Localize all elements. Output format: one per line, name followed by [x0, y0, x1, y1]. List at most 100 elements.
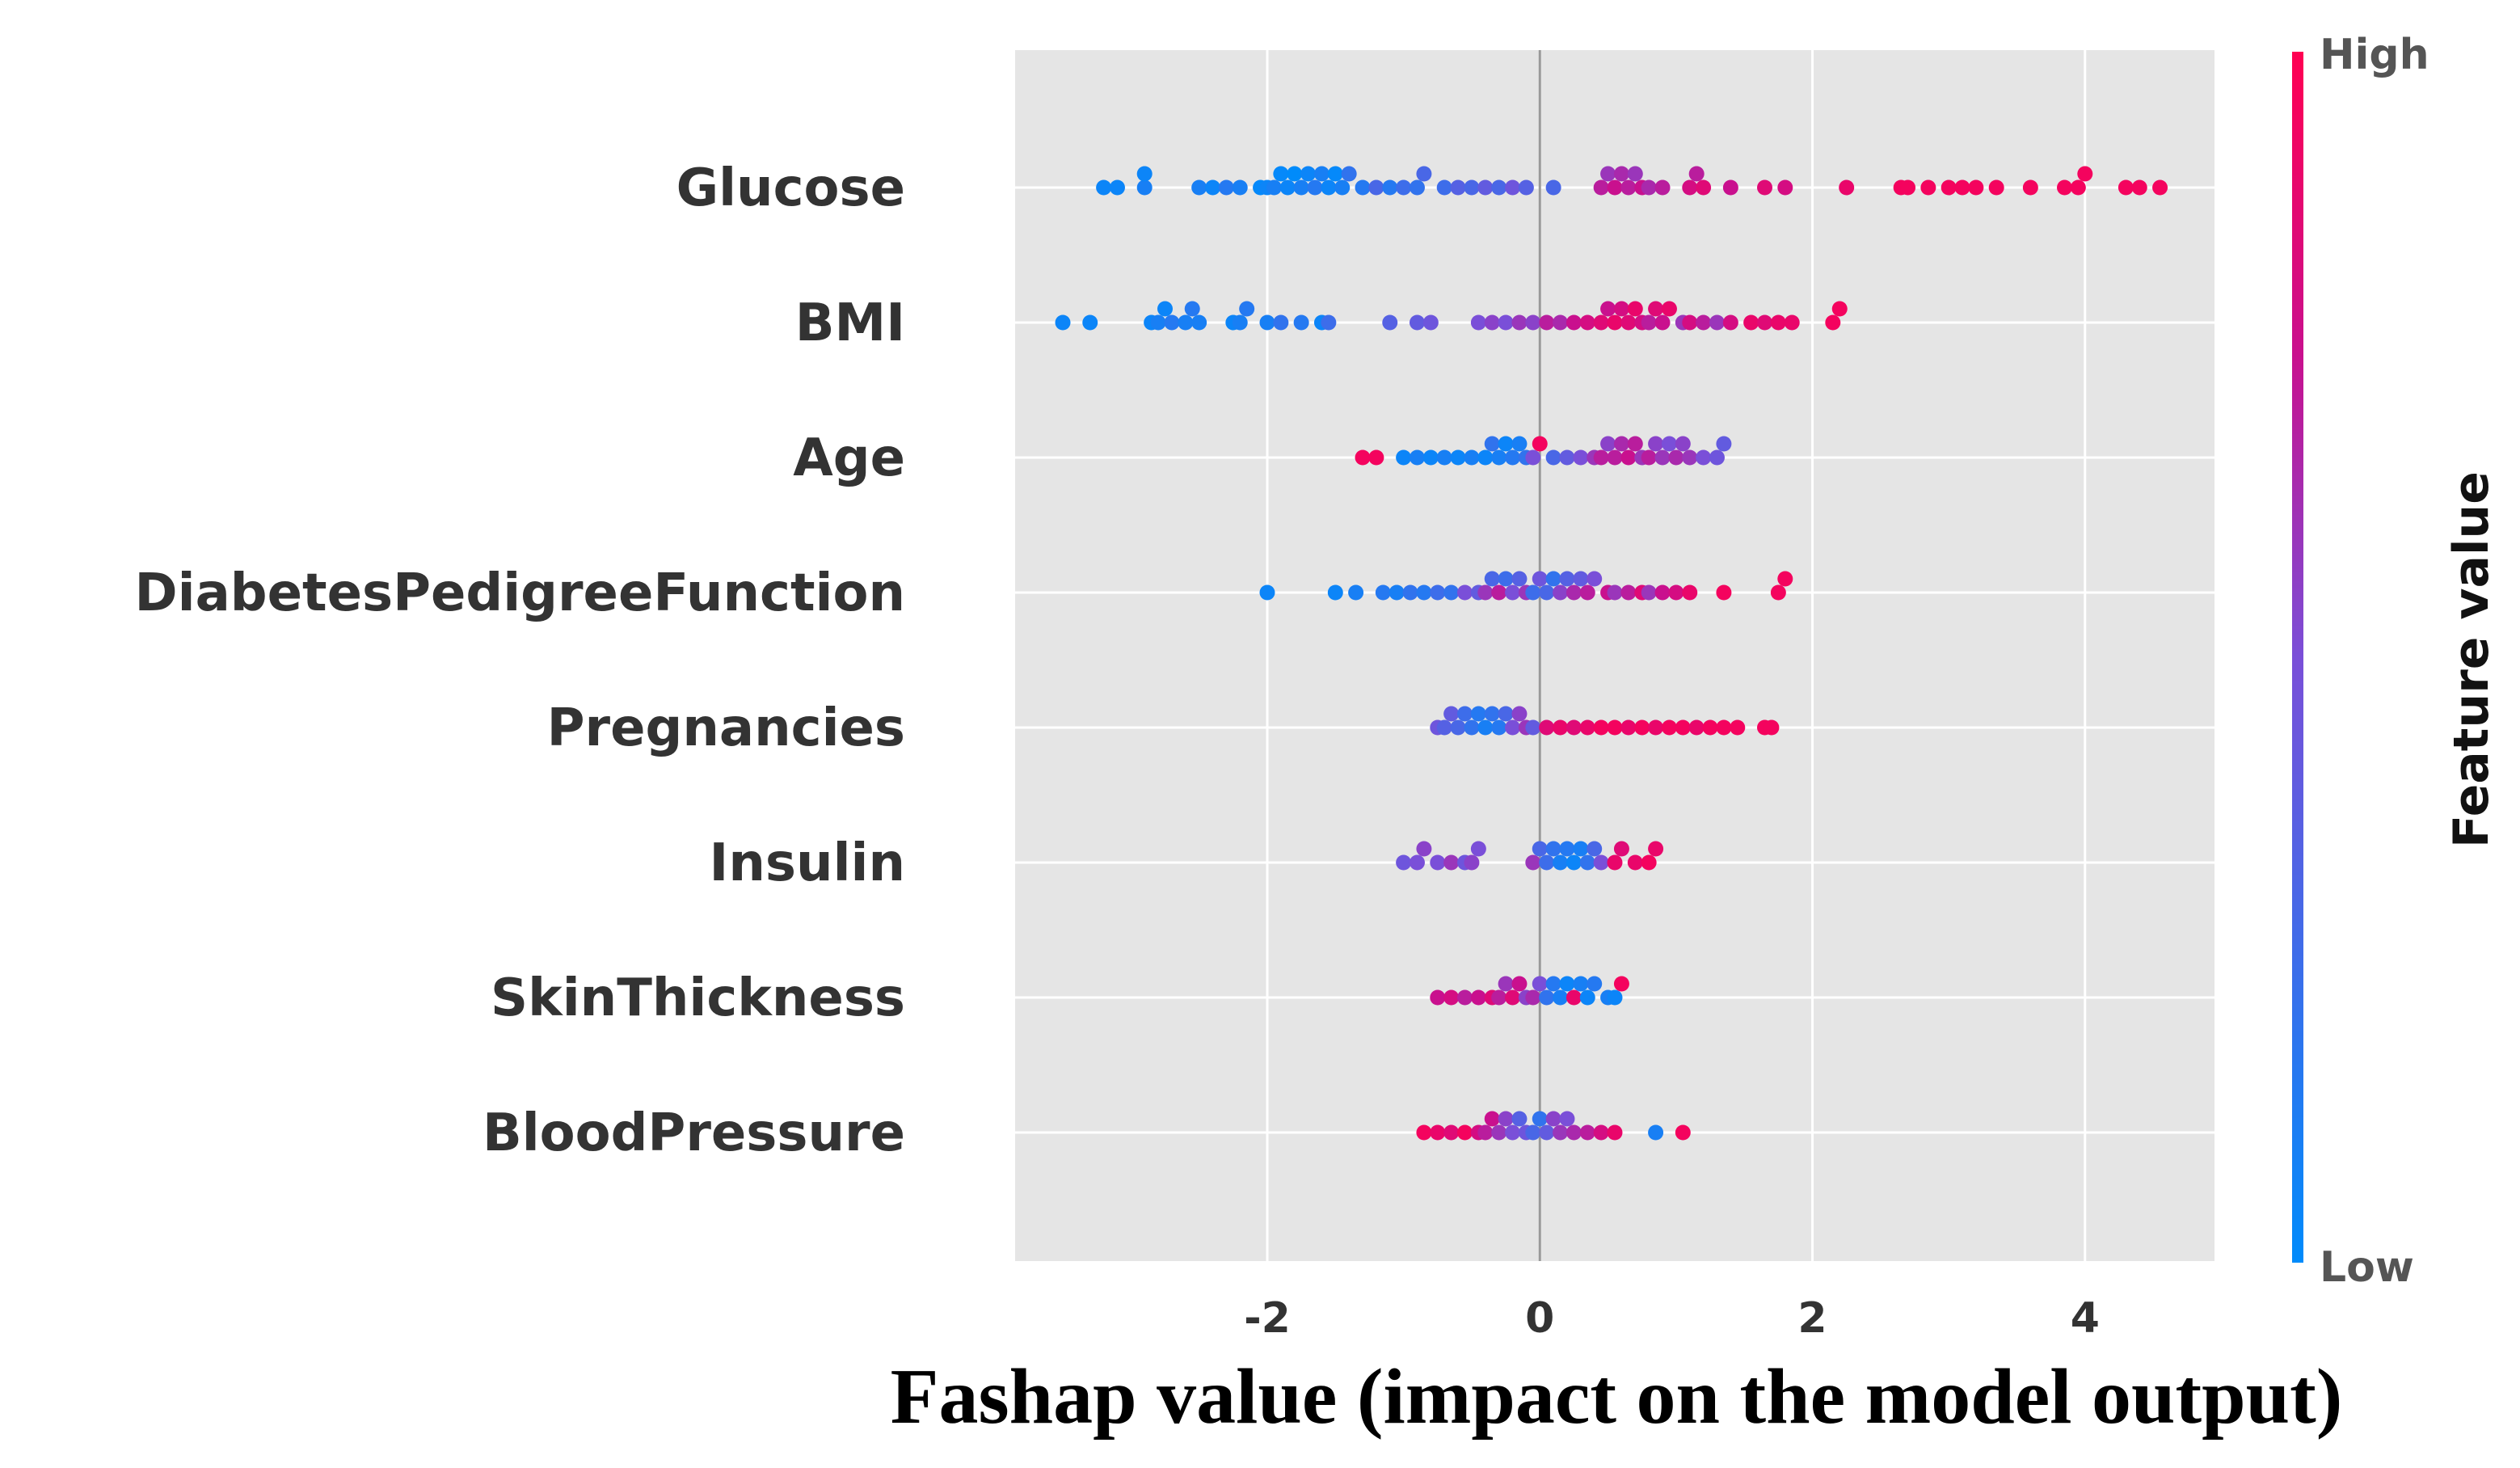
point-bmi-25 — [1539, 314, 1555, 331]
point-bmi-4 — [1157, 301, 1173, 317]
point-glucose-40 — [1620, 179, 1637, 196]
point-glucose-35 — [1545, 179, 1561, 196]
point-bmi-11 — [1239, 301, 1255, 317]
point-bmi-14 — [1293, 314, 1309, 331]
x-tick-label-2: 2 — [1797, 1294, 1827, 1343]
point-pregnancies-5 — [1464, 719, 1480, 736]
point-bmi-13 — [1273, 314, 1289, 331]
point-pregnancies-24 — [1661, 719, 1677, 736]
point-diabetespedigreefunction-34 — [1668, 584, 1684, 601]
point-diabetespedigreefunction-19 — [1532, 571, 1548, 587]
point-bloodpressure-13 — [1532, 1111, 1548, 1127]
point-insulin-15 — [1573, 841, 1589, 857]
point-bmi-21 — [1484, 314, 1500, 331]
feature-label-6: SkinThickness — [491, 968, 905, 1028]
point-glucose-15 — [1300, 166, 1317, 182]
point-age-35 — [1696, 449, 1712, 466]
point-insulin-10 — [1539, 854, 1555, 871]
point-skinthickness-15 — [1559, 976, 1575, 992]
point-glucose-21 — [1341, 166, 1357, 182]
point-diabetespedigreefunction-27 — [1587, 571, 1603, 587]
point-glucose-31 — [1477, 179, 1494, 196]
point-diabetespedigreefunction-24 — [1566, 584, 1582, 601]
point-diabetespedigreefunction-1 — [1327, 584, 1343, 601]
point-glucose-56 — [1954, 179, 1970, 196]
point-glucose-19 — [1327, 166, 1343, 182]
point-bloodpressure-14 — [1539, 1124, 1555, 1141]
point-bloodpressure-19 — [1579, 1124, 1595, 1141]
point-age-18 — [1559, 449, 1575, 466]
point-age-28 — [1641, 449, 1657, 466]
point-insulin-2 — [1416, 841, 1432, 857]
point-diabetespedigreefunction-13 — [1491, 584, 1507, 601]
point-insulin-22 — [1641, 854, 1657, 871]
point-skinthickness-22 — [1613, 976, 1629, 992]
point-glucose-0 — [1096, 179, 1112, 196]
point-bmi-18 — [1409, 314, 1425, 331]
point-insulin-3 — [1430, 854, 1446, 871]
point-glucose-10 — [1266, 179, 1282, 196]
point-age-3 — [1409, 449, 1425, 466]
x-tick-label-1: 0 — [1525, 1294, 1554, 1343]
point-pregnancies-22 — [1634, 719, 1650, 736]
point-bmi-45 — [1743, 314, 1759, 331]
point-glucose-22 — [1355, 179, 1371, 196]
point-age-36 — [1709, 449, 1725, 466]
point-bmi-31 — [1607, 314, 1623, 331]
point-glucose-64 — [2131, 179, 2147, 196]
point-age-33 — [1675, 436, 1691, 452]
data-points — [1055, 166, 2168, 1141]
point-bmi-7 — [1184, 301, 1200, 317]
point-diabetespedigreefunction-11 — [1477, 584, 1494, 601]
point-skinthickness-19 — [1587, 976, 1603, 992]
point-age-24 — [1613, 436, 1629, 452]
colorbar-high-label: High — [2320, 31, 2429, 79]
point-diabetespedigreefunction-26 — [1579, 584, 1595, 601]
point-insulin-8 — [1525, 854, 1541, 871]
point-skinthickness-10 — [1525, 989, 1541, 1006]
point-glucose-46 — [1688, 166, 1705, 182]
point-skinthickness-1 — [1443, 989, 1460, 1006]
point-pregnancies-23 — [1648, 719, 1664, 736]
point-skinthickness-12 — [1539, 989, 1555, 1006]
point-skinthickness-5 — [1491, 989, 1507, 1006]
point-bloodpressure-8 — [1498, 1111, 1514, 1127]
point-bmi-22 — [1498, 314, 1514, 331]
point-glucose-38 — [1607, 179, 1623, 196]
point-bmi-39 — [1661, 301, 1677, 317]
point-glucose-59 — [2022, 179, 2038, 196]
point-insulin-0 — [1396, 854, 1412, 871]
point-bmi-10 — [1232, 314, 1248, 331]
point-skinthickness-13 — [1545, 976, 1561, 992]
point-diabetespedigreefunction-18 — [1525, 584, 1541, 601]
point-age-13 — [1511, 436, 1528, 452]
point-diabetespedigreefunction-25 — [1573, 571, 1589, 587]
point-insulin-14 — [1566, 854, 1582, 871]
point-glucose-1 — [1109, 179, 1125, 196]
point-insulin-17 — [1587, 841, 1603, 857]
feature-label-0: Glucose — [676, 158, 905, 218]
point-skinthickness-8 — [1511, 976, 1528, 992]
point-insulin-7 — [1470, 841, 1486, 857]
point-bloodpressure-18 — [1566, 1124, 1582, 1141]
point-glucose-43 — [1641, 179, 1657, 196]
point-glucose-20 — [1334, 179, 1351, 196]
point-age-22 — [1600, 436, 1616, 452]
point-diabetespedigreefunction-29 — [1607, 584, 1623, 601]
point-glucose-63 — [2118, 179, 2134, 196]
point-skinthickness-3 — [1470, 989, 1486, 1006]
point-bmi-49 — [1825, 314, 1841, 331]
point-glucose-4 — [1191, 179, 1207, 196]
point-diabetespedigreefunction-36 — [1716, 584, 1732, 601]
point-bmi-37 — [1648, 301, 1664, 317]
point-diabetespedigreefunction-30 — [1620, 584, 1637, 601]
feature-label-3: DiabetesPedigreeFunction — [135, 563, 905, 623]
point-glucose-32 — [1491, 179, 1507, 196]
point-pregnancies-29 — [1730, 719, 1746, 736]
point-bloodpressure-0 — [1416, 1124, 1432, 1141]
point-bmi-36 — [1641, 314, 1657, 331]
point-glucose-29 — [1450, 179, 1466, 196]
point-pregnancies-17 — [1566, 719, 1582, 736]
point-glucose-61 — [2070, 179, 2086, 196]
